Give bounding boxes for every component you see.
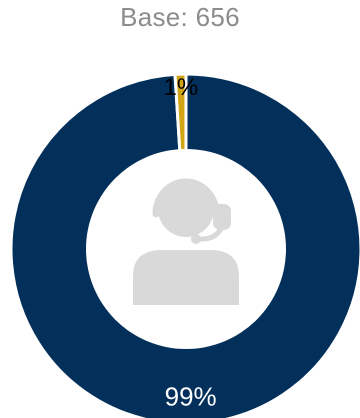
chart-subtitle: Base: 656 <box>120 2 240 32</box>
donut-data-labels: 99% 1% <box>164 74 217 411</box>
data-label-2: 1% <box>164 74 199 101</box>
data-label-1: 99% <box>165 381 217 411</box>
customer-support-headset-icon <box>133 178 239 305</box>
